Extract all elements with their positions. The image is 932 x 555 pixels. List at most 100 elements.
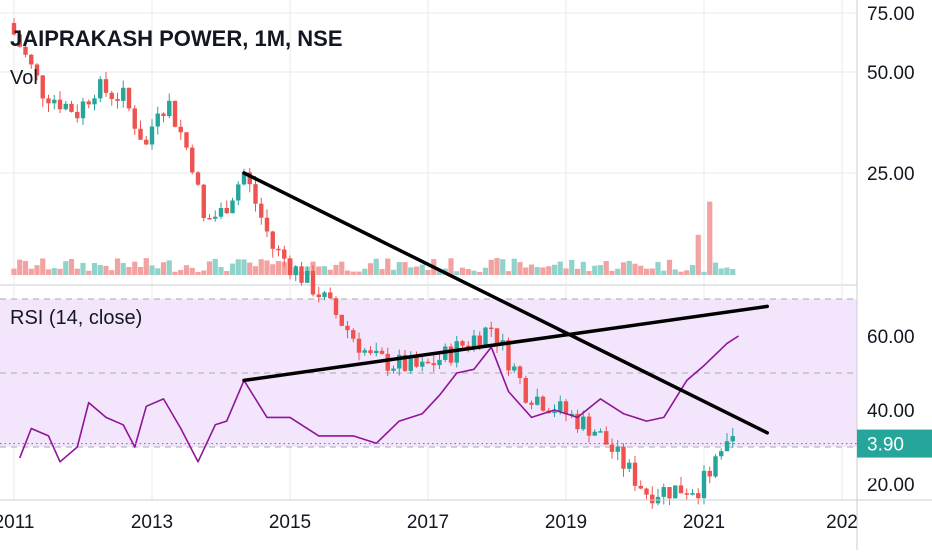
candle-body (241, 172, 247, 185)
candle-body (356, 338, 362, 353)
candle-body (420, 361, 425, 367)
candle-body (374, 350, 379, 354)
candle-body (339, 314, 344, 326)
volume-bar (436, 270, 443, 275)
candle-body (678, 485, 684, 494)
volume-bar (615, 268, 621, 275)
candle-body (673, 485, 678, 499)
candle-body (425, 361, 431, 364)
candle-body (437, 359, 442, 366)
volume-bar (684, 270, 690, 275)
candle-body (632, 462, 638, 486)
volume-bar (149, 265, 155, 275)
volume-bar (569, 259, 575, 275)
rsi-line (18, 335, 739, 463)
volume-bar (523, 267, 529, 275)
candle-body (535, 396, 540, 405)
candle-body (184, 132, 189, 148)
rsi-tick-label: 20.00 (867, 475, 915, 496)
volume-bar (178, 269, 184, 275)
volume-bar (689, 265, 696, 275)
volume-bar (252, 266, 259, 275)
volume-bar (321, 266, 328, 275)
volume-bar (379, 269, 385, 275)
price-axis-background (857, 0, 932, 550)
volume-bar (482, 267, 489, 275)
volume-bar (45, 269, 52, 275)
candle-body (207, 217, 212, 220)
volume-bar (385, 258, 391, 275)
volume-bar (609, 270, 615, 275)
volume-bar (160, 262, 167, 275)
candle-body (581, 416, 586, 430)
volume-bar (270, 264, 276, 275)
volume-bar (678, 271, 684, 275)
candle-body (397, 354, 402, 369)
candle-body (109, 92, 114, 100)
volume-bar (57, 268, 63, 275)
volume-bar (563, 268, 569, 275)
candle-body (661, 487, 666, 497)
candle-body (701, 470, 707, 499)
candle-body (213, 216, 218, 219)
candle-body (391, 368, 396, 371)
candle-body (627, 462, 632, 469)
volume-bar (356, 271, 362, 275)
volume-bar (672, 269, 678, 275)
candle-body (563, 401, 569, 415)
volume-bar (632, 263, 638, 275)
candle-body (713, 456, 718, 477)
volume-bar (172, 271, 178, 275)
candle-body (172, 100, 178, 127)
volume-bar (390, 269, 397, 275)
volume-bar (333, 264, 339, 275)
volume-bar (362, 268, 368, 275)
candle-body (379, 350, 385, 354)
volume-bar (471, 270, 477, 275)
chart-title: JAIPRAKASH POWER, 1M, NSE (10, 26, 343, 51)
candle-body (368, 350, 373, 354)
volume-bar (201, 270, 207, 275)
candle-body (149, 126, 155, 145)
volume-bar (224, 271, 230, 275)
volume-bar (195, 271, 201, 275)
volume-bar (454, 271, 460, 275)
volume-bar (643, 268, 650, 275)
candle-body (29, 54, 34, 65)
volume-bar (51, 268, 57, 275)
volume-bar (68, 259, 75, 275)
candle-body (414, 356, 419, 367)
candle-body (684, 493, 689, 495)
candle-body (385, 353, 390, 371)
volume-bar (241, 259, 247, 275)
last-price-badge-text: 3.90 (867, 435, 904, 456)
volume-bar (235, 259, 241, 275)
time-tick-label: 2017 (407, 512, 449, 533)
volume-bar (580, 261, 586, 275)
volume-bar (620, 262, 627, 275)
volume-bar (413, 266, 420, 275)
candle-body (707, 470, 712, 477)
volume-bar (695, 234, 701, 275)
candle-body (667, 487, 672, 499)
candle-body (598, 431, 603, 433)
volume-bar (477, 271, 483, 275)
volume-bar (166, 260, 172, 275)
candle-body (569, 413, 574, 416)
candle-body (69, 103, 74, 112)
volume-bar (143, 258, 149, 275)
volume-bar (275, 261, 282, 275)
candle-body (293, 266, 298, 276)
candle-body (126, 87, 132, 109)
volume-bar (137, 266, 144, 275)
candle-body (161, 113, 166, 117)
candle-body (52, 99, 57, 104)
volume-bar (730, 269, 736, 275)
volume-bar (712, 262, 719, 275)
candle-body (719, 451, 724, 457)
volume-bar (448, 258, 454, 275)
candle-body (247, 172, 252, 185)
candle-body (489, 327, 494, 330)
